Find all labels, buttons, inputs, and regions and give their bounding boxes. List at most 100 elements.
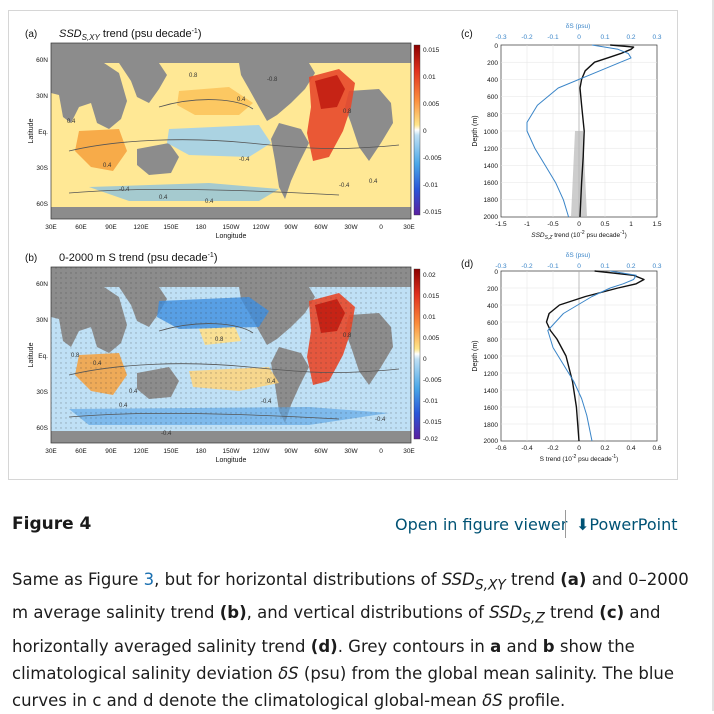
panel-d-depth-tick: 800 [487,337,498,344]
panel-b-antarctica [51,431,411,443]
figure-3-link[interactable]: 3 [143,570,155,589]
action-divider [565,510,566,538]
panel-d-depth-tick: 0 [494,269,498,276]
panel-d-bottom-ticks: -0.6 -0.4 -0.2 0 0.2 0.4 0.6 [495,445,661,452]
panel-a-contour-label: 0.8 [343,109,352,115]
panel-d-depth-tick: 1200 [484,371,499,378]
panel-a-lon-tick: 120E [133,224,149,231]
panel-b-lon-ticks: 30E 60E 90E 120E 150E 180 150W 120W 90W … [45,448,415,455]
panel-b-lon-tick: 30W [344,448,358,455]
panel-b-xlabel: Longitude [216,457,247,464]
panel-d-top-ticks: -0.3 -0.2 -0.1 0 0.1 0.2 0.3 [495,263,661,270]
panel-d-top-tick: 0.3 [652,263,661,270]
panel-c-ylabel: Depth (m) [472,115,479,146]
panel-b-contour-label: 0.8 [71,353,80,359]
download-icon: ⬇ [576,515,590,534]
panel-b-colorbar-tick: 0.02 [423,272,436,279]
figure-svg: (a) SSDS,XY trend (psu decade-1) 0.4 0.8 [25,23,662,464]
panel-c-top-tick: 0.3 [652,34,661,41]
panel-c-depth-ticks: 0 200 400 600 800 1000 1200 1400 1600 18… [484,43,499,221]
panel-a-lon-tick: 30W [344,224,358,231]
panel-a-atlantic-hot [315,75,345,109]
panel-a-pacific-warm [177,87,253,115]
panel-d-series-layer [545,270,645,442]
powerpoint-link[interactable]: ⬇PowerPoint [576,515,678,534]
panel-b-colorbar-tick: -0.01 [423,398,438,405]
page-right-border [712,0,714,711]
panel-c-bottom-ticks: -1.5 -1 -0.5 0 0.5 1 1.5 [495,221,661,228]
panel-a-land-north [51,43,411,63]
panel-b-lon-tick: 60E [75,448,87,455]
panel-a-colorbar-tick: 0 [423,128,427,135]
panel-b-contour-label: 0.8 [343,333,352,339]
panel-c-top-tick: 0 [577,34,581,41]
panel-c-top-tick: -0.1 [547,34,559,41]
panel-d-top-title: δS (psu) [566,252,591,259]
figure-label: Figure 4 [12,514,92,534]
panel-c-top-ticks: -0.3 -0.2 -0.1 0 0.1 0.2 0.3 [495,34,661,41]
panel-c-letter: (c) [461,29,473,40]
panel-b-lon-tick: 150W [223,448,241,455]
panel-a-lon-tick: 90E [105,224,117,231]
panel-b-colorbar [413,268,421,440]
panel-b-contour-2 [158,323,254,334]
panel-c-depth-tick: 800 [487,112,498,119]
panel-a-lat-tick: 30S [36,165,48,172]
panel-b-lat-ticks: 60N 30N Eq. 30S 60S [36,281,49,432]
panel-c-depth-tick: 1800 [484,197,499,204]
panel-b-contour-3 [68,412,340,420]
panel-b-contour-label: 0.4 [129,389,138,395]
panel-d-depth-tick: 2000 [484,438,499,445]
panel-c-series-layer [526,44,635,218]
panel-a-contour-label: -0.8 [267,77,278,83]
panel-b-contour-label: -0.4 [261,399,272,405]
panel-a-contour-label: 0.4 [159,195,168,201]
panel-b-contour-label: 0.8 [215,337,224,343]
panel-d-depth-tick: 200 [487,286,498,293]
open-figure-viewer-link[interactable]: Open in figure viewer [395,515,568,534]
panel-a-contour-label: -0.4 [239,157,250,163]
panel-d-bottom-tick: -0.6 [495,445,507,452]
panel-a-contour-2 [158,99,254,110]
panel-b-colorbar-ticks: 0.02 0.015 0.01 0.005 0 -0.005 -0.01 -0.… [423,272,442,443]
panel-a-contour-label: 0.8 [189,73,198,79]
panel-a-contour-label: -0.4 [339,183,350,189]
panel-a-eurasia [51,63,127,129]
panel-c-depth-tick: 200 [487,60,498,67]
panel-d-depth-tick: 400 [487,303,498,310]
figure-frame: (a) SSDS,XY trend (psu decade-1) 0.4 0.8 [8,10,678,480]
panel-a-lon-tick: 0 [379,224,383,231]
panel-a-lat-tick: 60N [36,57,48,64]
panel-d-top-tick: -0.1 [547,263,559,270]
panel-a-asia-east [119,63,167,103]
panel-b-letter: (b) [25,253,37,264]
panel-c-depth-tick: 1000 [484,129,499,136]
panel-d-depth-tick: 1400 [484,388,499,395]
panel-c-bottom-tick: 0 [577,221,581,228]
panel-a-contour-label: 0.4 [237,97,246,103]
panel-a-xlabel: Longitude [216,233,247,240]
powerpoint-label: PowerPoint [589,515,678,534]
panel-a-lat-tick: Eq. [38,129,48,136]
panel-a-contour-label: -0.4 [119,187,130,193]
panel-c-climatology-curve [526,44,632,218]
panel-b-lon-tick: 120W [253,448,271,455]
panel-a-contour-label: 0.4 [369,179,378,185]
panel-d-top-tick: 0.2 [626,263,635,270]
panel-d-top-tick: 0.1 [600,263,609,270]
panel-c-top-tick: -0.3 [495,34,507,41]
panel-d-depth-tick: 600 [487,320,498,327]
panel-a-colorbar-ticks: 0.015 0.01 0.005 0 -0.005 -0.01 -0.015 [423,47,442,216]
panel-a-contour-labels: 0.4 0.8 -0.8 0.4 -0.4 0.4 0.8 0.4 -0.4 0… [67,73,378,205]
panel-b-lon-tick: 30E [45,448,57,455]
panel-b-lon-tick: 30E [403,448,415,455]
panel-a-lat-tick: 60S [36,201,48,208]
panel-b-colorbar-tick: -0.005 [423,377,442,384]
panel-a-lon-tick: 120W [253,224,271,231]
panel-a-australia [137,143,179,175]
panel-b-ylabel: Latitude [28,342,35,367]
panel-d-bottom-tick: 0.4 [626,445,635,452]
panel-b-colorbar-tick: 0 [423,356,427,363]
panel-d-top-tick: 0 [577,263,581,270]
panel-c-depth-tick: 2000 [484,214,499,221]
